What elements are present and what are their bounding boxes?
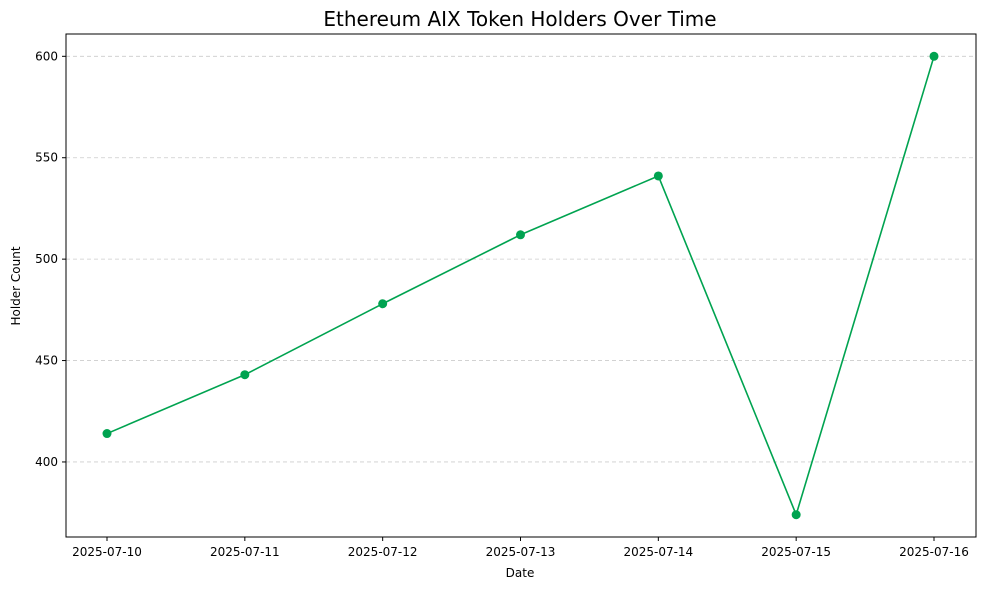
data-point	[653, 171, 663, 181]
x-tick-label: 2025-07-11	[210, 545, 280, 559]
grid-layer	[66, 55, 976, 463]
x-tick-label: 2025-07-16	[899, 545, 969, 559]
x-tick-label: 2025-07-13	[486, 545, 556, 559]
data-point	[240, 370, 250, 380]
x-tick-label: 2025-07-12	[348, 545, 418, 559]
y-tick-label: 550	[35, 151, 58, 165]
x-tick-label: 2025-07-15	[761, 545, 831, 559]
data-point	[791, 510, 801, 520]
x-axis-label: Date	[506, 566, 535, 580]
series-line	[106, 56, 935, 516]
data-point	[378, 299, 388, 309]
data-point	[516, 230, 525, 240]
x-tick-label: 2025-07-10	[72, 545, 142, 559]
y-tick-label: 400	[35, 455, 58, 469]
axis-layer: 400 450 500 550 600 2025-07-10 2025-07-11 2025-…	[35, 49, 969, 559]
y-tick-label: 600	[35, 49, 58, 63]
chart-title: Ethereum AIX Token Holders Over Time	[323, 7, 716, 31]
y-axis-label: Holder Count	[9, 246, 23, 325]
data-point	[102, 429, 112, 439]
x-tick-label: 2025-07-14	[623, 545, 693, 559]
series-layer	[102, 51, 939, 520]
data-point	[929, 51, 939, 61]
plot-frame	[65, 33, 977, 538]
y-tick-label: 500	[35, 252, 58, 266]
y-tick-label: 450	[35, 354, 58, 368]
